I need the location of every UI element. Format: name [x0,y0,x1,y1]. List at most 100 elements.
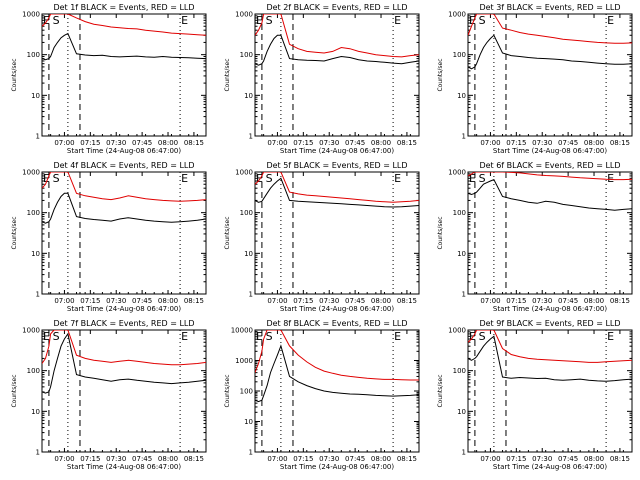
x-tick-label: 08:00 [371,297,391,305]
x-tick-label: 08:00 [371,139,391,147]
series-line-events [255,35,419,65]
x-tick-label: 07:45 [132,455,152,463]
x-tick-label: 08:15 [610,455,630,463]
y-tick-label: 10 [244,418,253,426]
y-axis-label: Counts/sec [224,216,231,249]
x-tick-label: 07:15 [506,139,526,147]
y-tick-label: 10 [457,250,466,258]
y-tick-label: 10 [457,408,466,416]
axes-frame [255,172,419,294]
marker-s: S [266,14,273,27]
marker-e-start: E [469,172,476,185]
y-tick-label: 1000 [22,327,40,335]
chart-panel-8: Det 8f BLACK = Events, RED = LLD11010010… [224,319,419,471]
marker-e-start: E [43,14,50,27]
chart-title: Det 7f BLACK = Events, RED = LLD [53,319,194,328]
marker-s: S [479,14,486,27]
y-tick-label: 100 [27,367,40,375]
chart-title: Det 4f BLACK = Events, RED = LLD [53,161,194,170]
x-tick-label: 08:00 [158,297,178,305]
y-tick-label: 10 [457,92,466,100]
chart-panel-4: Det 4f BLACK = Events, RED = LLD11010010… [11,161,206,313]
y-tick-label: 1000 [22,11,40,19]
x-axis-label: Start Time (24-Aug-08 06:47:00) [67,305,181,313]
marker-s: S [53,172,60,185]
chart-title: Det 6f BLACK = Events, RED = LLD [479,161,620,170]
x-tick-label: 07:15 [80,297,100,305]
y-axis-label: Counts/sec [224,58,231,91]
y-tick-label: 1 [36,449,40,457]
y-tick-label: 1000 [235,169,253,177]
chart-title: Det 5f BLACK = Events, RED = LLD [266,161,407,170]
x-tick-label: 07:45 [558,455,578,463]
marker-s: S [479,330,486,343]
y-tick-label: 1 [249,291,253,299]
y-tick-label: 1000 [448,11,466,19]
chart-panel-2: Det 2f BLACK = Events, RED = LLD11010010… [224,3,419,155]
chart-panel-7: Det 7f BLACK = Events, RED = LLD 1 10 100 10… [11,319,206,471]
x-tick-label: 08:15 [397,455,417,463]
marker-e-end: E [181,172,188,185]
series-line-events [42,34,206,60]
x-tick-label: 08:15 [184,455,204,463]
x-axis-label: Start Time (24-Aug-08 06:47:00) [280,463,394,471]
x-tick-label: 08:00 [158,139,178,147]
x-tick-label: 07:45 [345,455,365,463]
x-tick-label: 07:30 [106,139,126,147]
y-tick-label: 1000 [448,169,466,177]
x-tick-label: 07:15 [80,455,100,463]
x-tick-label: 07:45 [132,139,152,147]
marker-e-end: E [607,330,614,343]
y-axis-label: Counts/sec [437,216,444,249]
x-tick-label: 07:00 [54,455,74,463]
marker-s: S [53,330,60,343]
x-tick-label: 08:15 [397,139,417,147]
marker-s: S [53,14,60,27]
y-tick-label: 1 [462,291,466,299]
marker-e-end: E [607,172,614,185]
y-tick-label: 1000 [235,11,253,19]
x-tick-label: 07:15 [80,139,100,147]
y-tick-label: 1 [249,133,253,141]
y-tick-label: 100 [240,209,253,217]
chart-title: Det 1f BLACK = Events, RED = LLD [53,3,194,12]
x-tick-label: 07:00 [267,297,287,305]
x-tick-label: 08:00 [584,297,604,305]
y-tick-label: 10 [31,408,40,416]
marker-e-start: E [43,330,50,343]
x-axis-label: Start Time (24-Aug-08 06:47:00) [280,147,394,155]
chart-title: Det 2f BLACK = Events, RED = LLD [266,3,407,12]
axes-frame [468,14,632,136]
x-tick-label: 07:30 [319,139,339,147]
x-tick-label: 08:00 [158,455,178,463]
y-tick-label: 10 [244,92,253,100]
chart-title: Det 3f BLACK = Events, RED = LLD [479,3,620,12]
x-tick-label: 07:30 [319,297,339,305]
y-axis-label: Counts/sec [437,374,444,407]
marker-e-start: E [256,172,263,185]
y-tick-label: 100 [27,51,40,59]
y-tick-label: 1 [249,449,253,457]
x-tick-label: 07:00 [480,455,500,463]
axes-frame [42,330,206,452]
y-tick-label: 10 [31,250,40,258]
x-tick-label: 07:45 [345,139,365,147]
y-tick-label: 1000 [448,327,466,335]
axes-frame [42,172,206,294]
y-tick-label: 10000 [231,327,253,335]
x-axis-label: Start Time (24-Aug-08 06:47:00) [67,147,181,155]
x-tick-label: 08:15 [610,139,630,147]
x-axis-label: Start Time (24-Aug-08 06:47:00) [493,305,607,313]
x-tick-label: 07:15 [506,455,526,463]
axes-frame [42,14,206,136]
marker-s: S [479,172,486,185]
y-tick-label: 100 [453,367,466,375]
y-tick-label: 1 [462,133,466,141]
x-tick-label: 07:00 [480,139,500,147]
marker-e-end: E [181,330,188,343]
y-tick-label: 100 [453,51,466,59]
y-axis-label: Counts/sec [224,374,231,407]
x-axis-label: Start Time (24-Aug-08 06:47:00) [280,305,394,313]
marker-e-start: E [256,330,263,343]
